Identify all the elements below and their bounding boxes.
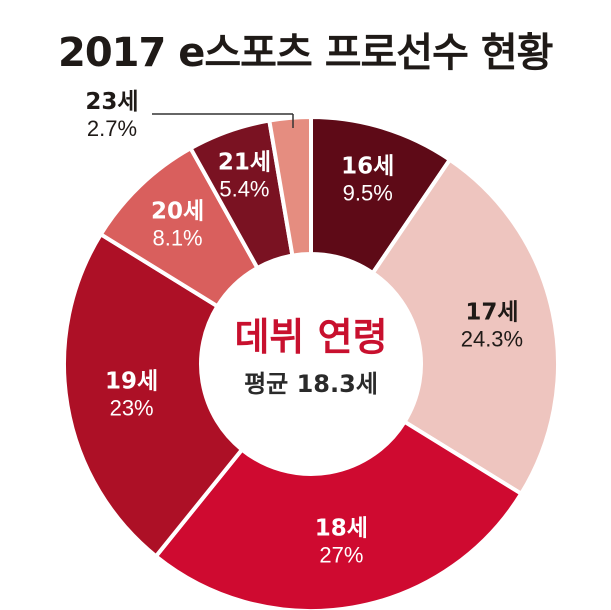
slices-group [62, 114, 560, 610]
slice-label-value-1: 9.5% [343, 181, 393, 206]
slice-label-value-6: 5.4% [219, 176, 269, 201]
center-headline: 데뷔 연령 [234, 315, 387, 359]
slice-label-value-4: 23% [110, 396, 154, 421]
slice-label-category-4: 19세 [105, 369, 158, 395]
slice-2 [370, 156, 560, 497]
slice-label-category-3: 18세 [315, 515, 368, 541]
slice-label-value-3: 27% [319, 542, 363, 567]
slice-label-value-2: 24.3% [461, 326, 523, 351]
slice-3 [153, 419, 524, 610]
chart-title: 2017 e스포츠 프로선수 현황 [58, 30, 553, 76]
center-subline: 평균 18.3세 [244, 370, 378, 398]
slice-label-category-7: 23세 [85, 89, 138, 115]
slice-label-category-2: 17세 [465, 299, 518, 325]
slice-label-category-6: 21세 [218, 149, 271, 175]
slice-label-category-5: 20세 [151, 199, 204, 225]
slice-7 [266, 114, 313, 258]
slice-label-category-1: 16세 [341, 154, 394, 180]
slice-4 [62, 231, 245, 560]
slice-label-value-7: 2.7% [87, 116, 137, 141]
slice-label-value-5: 8.1% [152, 226, 202, 251]
